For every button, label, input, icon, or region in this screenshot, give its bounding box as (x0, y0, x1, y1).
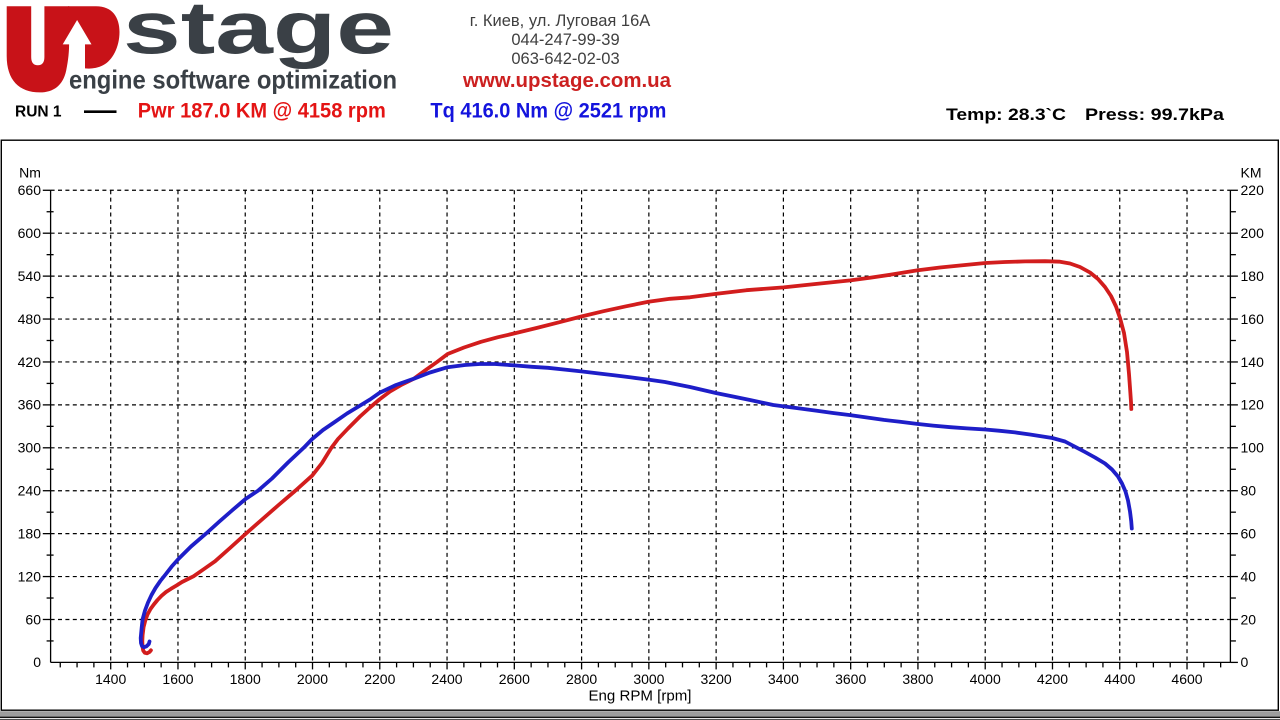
svg-text:140: 140 (1241, 354, 1265, 370)
svg-text:Press: 99.7kPa: Press: 99.7kPa (1085, 106, 1225, 124)
svg-text:3200: 3200 (701, 671, 732, 687)
svg-text:г. Киев, ул. Луговая 16А: г. Киев, ул. Луговая 16А (470, 12, 651, 30)
svg-text:1400: 1400 (95, 671, 126, 687)
svg-text:180: 180 (1241, 268, 1265, 284)
svg-text:2200: 2200 (364, 671, 395, 687)
svg-text:1600: 1600 (162, 671, 193, 687)
svg-text:Temp: 28.3`C: Temp: 28.3`C (946, 106, 1066, 124)
svg-text:stage: stage (123, 0, 394, 70)
svg-text:1800: 1800 (230, 671, 261, 687)
svg-text:2800: 2800 (566, 671, 597, 687)
svg-text:660: 660 (18, 182, 42, 198)
svg-text:KM: KM (1241, 165, 1262, 181)
svg-text:3600: 3600 (835, 671, 866, 687)
svg-text:360: 360 (18, 397, 42, 413)
svg-text:100: 100 (1241, 440, 1265, 456)
svg-text:2600: 2600 (499, 671, 530, 687)
svg-text:044-247-99-39: 044-247-99-39 (511, 31, 619, 49)
svg-text:80: 80 (1241, 483, 1257, 499)
svg-text:Nm: Nm (19, 165, 41, 181)
svg-text:3000: 3000 (633, 671, 664, 687)
svg-text:0: 0 (1241, 654, 1249, 670)
svg-text:60: 60 (25, 611, 41, 627)
svg-text:Eng RPM [rpm]: Eng RPM [rpm] (589, 689, 692, 705)
svg-text:3400: 3400 (768, 671, 799, 687)
svg-text:2000: 2000 (297, 671, 328, 687)
svg-text:4400: 4400 (1104, 671, 1135, 687)
svg-text:4200: 4200 (1037, 671, 1068, 687)
svg-text:4600: 4600 (1171, 671, 1202, 687)
svg-text:RUN 1: RUN 1 (15, 104, 62, 121)
svg-text:www.upstage.com.ua: www.upstage.com.ua (462, 70, 672, 92)
svg-text:480: 480 (18, 311, 42, 327)
svg-text:600: 600 (18, 225, 42, 241)
svg-text:120: 120 (18, 568, 42, 584)
svg-text:Pwr 187.0 KM @ 4158 rpm: Pwr 187.0 KM @ 4158 rpm (138, 100, 386, 123)
svg-text:063-642-02-03: 063-642-02-03 (511, 50, 619, 68)
svg-text:420: 420 (18, 354, 42, 370)
svg-text:60: 60 (1241, 525, 1257, 541)
svg-text:220: 220 (1241, 182, 1265, 198)
svg-text:4000: 4000 (970, 671, 1001, 687)
svg-text:Tq 416.0 Nm @ 2521 rpm: Tq 416.0 Nm @ 2521 rpm (430, 100, 666, 123)
svg-text:200: 200 (1241, 225, 1265, 241)
svg-text:2400: 2400 (431, 671, 462, 687)
svg-text:240: 240 (18, 483, 42, 499)
svg-text:3800: 3800 (902, 671, 933, 687)
svg-text:120: 120 (1241, 397, 1265, 413)
svg-text:40: 40 (1241, 568, 1257, 584)
svg-text:300: 300 (18, 440, 42, 456)
svg-text:20: 20 (1241, 611, 1257, 627)
svg-text:engine software optimization: engine software optimization (69, 65, 397, 95)
svg-text:160: 160 (1241, 311, 1265, 327)
svg-text:180: 180 (18, 525, 42, 541)
svg-text:0: 0 (33, 654, 41, 670)
svg-text:540: 540 (18, 268, 42, 284)
